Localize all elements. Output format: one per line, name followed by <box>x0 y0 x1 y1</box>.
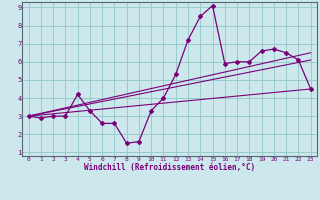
X-axis label: Windchill (Refroidissement éolien,°C): Windchill (Refroidissement éolien,°C) <box>84 163 255 172</box>
